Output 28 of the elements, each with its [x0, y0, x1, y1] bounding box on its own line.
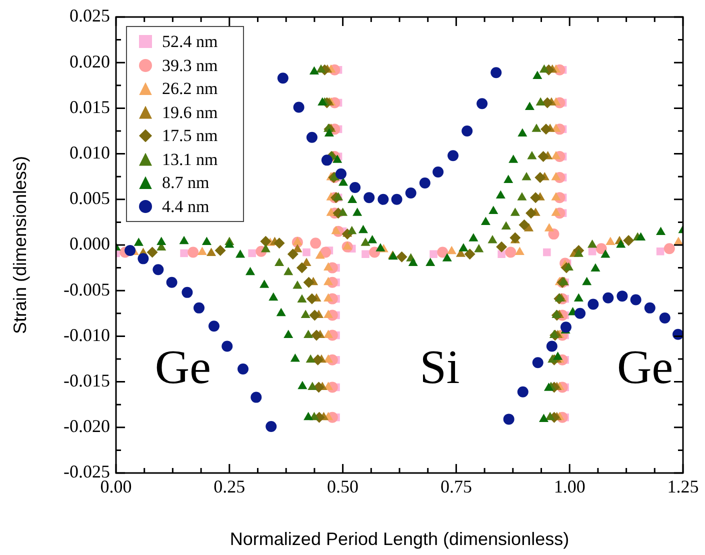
y-tick-label: -0.010: [64, 324, 110, 345]
x-axis-title: Normalized Period Length (dimensionless): [230, 529, 570, 550]
x-tick-label: 0.75: [440, 476, 472, 497]
x-tick-label: 1.25: [667, 476, 699, 497]
legend-label: 4.4 nm: [162, 196, 210, 218]
y-tick-label: 0.020: [70, 51, 110, 72]
y-tick-label: 0.015: [70, 96, 110, 117]
y-tick-label: -0.005: [64, 279, 110, 300]
legend-label: 19.6 nm: [162, 102, 218, 124]
legend-label: 26.2 nm: [162, 78, 218, 100]
y-tick-label: 0.000: [70, 234, 110, 254]
y-tick-label: 0.005: [70, 188, 110, 208]
x-tick-label: 0.25: [214, 476, 246, 497]
legend-label: 52.4 nm: [162, 31, 218, 53]
x-tick-label: 0.50: [327, 476, 359, 497]
y-tick-label: 0.010: [70, 142, 110, 163]
y-tick-label: -0.015: [64, 370, 110, 391]
y-tick-label: 0.025: [70, 6, 110, 26]
legend-label: 17.5 nm: [162, 125, 218, 147]
y-axis-title: Strain (dimensionless): [10, 156, 30, 334]
legend-label: 39.3 nm: [162, 54, 218, 76]
annotation: Ge: [617, 341, 673, 394]
legend-label: 8.7 nm: [162, 172, 210, 194]
annotation: Ge: [154, 341, 211, 394]
x-tick-label: 1.00: [554, 476, 586, 497]
legend-label: 13.1 nm: [162, 148, 218, 170]
y-tick-label: -0.020: [64, 416, 110, 436]
annotation: Si: [420, 341, 460, 394]
